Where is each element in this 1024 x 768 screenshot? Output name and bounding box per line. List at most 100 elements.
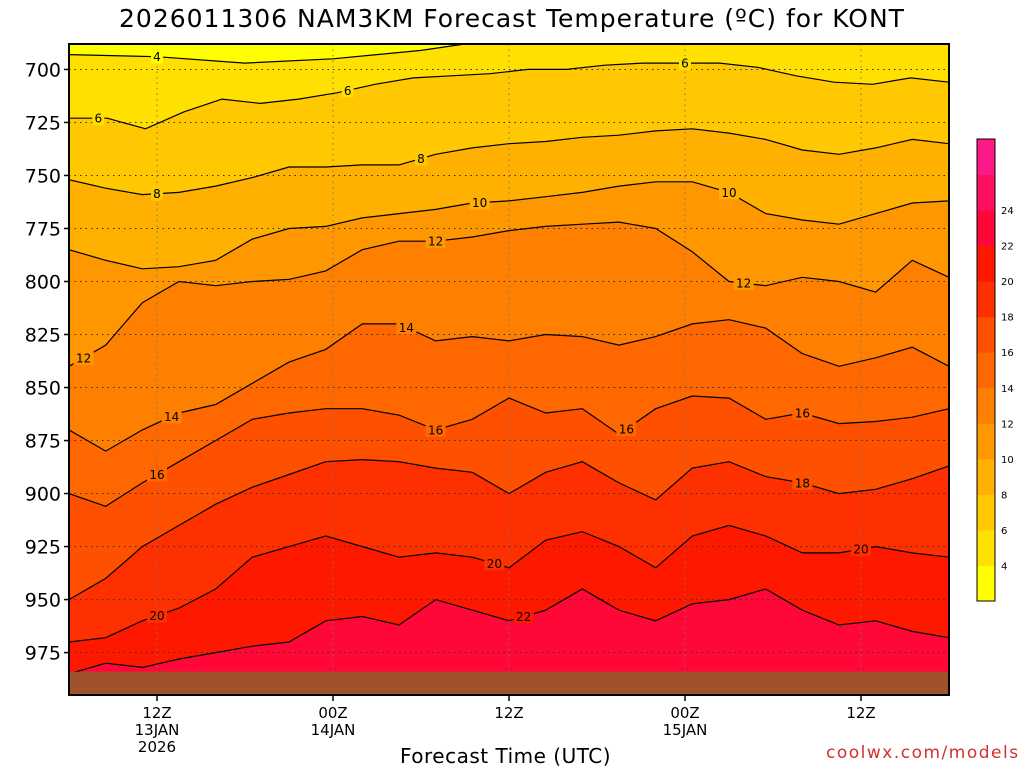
- colorbar-frame: [976, 138, 996, 602]
- contour-label-16: 16: [619, 423, 634, 437]
- colorbar-label: 6: [1001, 526, 1007, 537]
- y-tick-label: 875: [25, 431, 61, 453]
- contour-label-bg: [792, 475, 813, 490]
- ground-surface: [69, 671, 949, 695]
- colorbar-swatch: [977, 174, 995, 211]
- contour-label-bg: [851, 542, 871, 557]
- colorbar-label: 10: [1001, 455, 1014, 466]
- contour-label-bg: [415, 151, 427, 166]
- contour-label-20: 20: [149, 609, 164, 623]
- colorbar-label: 20: [1001, 277, 1014, 288]
- contour-label-bg: [161, 409, 182, 424]
- contour-label-bg: [733, 276, 754, 291]
- x-tick-label: 00Z: [670, 704, 699, 722]
- chart-title: 2026011306 NAM3KM Forecast Temperature (…: [119, 4, 905, 33]
- contour-label-bg: [147, 467, 167, 482]
- contour-label-6: 6: [681, 57, 689, 71]
- colorbar-label: 4: [1001, 561, 1007, 572]
- colorbar-swatch: [977, 210, 995, 247]
- x-tick-label: 00Z: [318, 704, 347, 722]
- x-tick-label: 12Z: [142, 704, 171, 722]
- contour-label-6: 6: [95, 112, 103, 126]
- contour-label-16: 16: [795, 406, 810, 420]
- contour-label-12: 12: [428, 235, 443, 249]
- contour-label-16: 16: [428, 423, 443, 437]
- contour-8: [69, 128, 949, 196]
- contour-14: [69, 319, 949, 452]
- contour-label-bg: [151, 186, 163, 201]
- contour-label-12: 12: [736, 277, 751, 291]
- contour-label-14: 14: [164, 410, 179, 424]
- contour-label-bg: [92, 111, 105, 126]
- y-tick-label: 925: [25, 537, 61, 559]
- band-above-22: [69, 589, 949, 695]
- contour-label-12: 12: [76, 351, 91, 365]
- y-tick-label: 950: [25, 590, 61, 612]
- contour-label-bg: [679, 56, 691, 71]
- colorbar-label: 16: [1001, 348, 1014, 359]
- colorbar-swatch: [977, 316, 995, 353]
- contour-lines: [69, 44, 949, 675]
- contour-label-bg: [469, 195, 490, 210]
- contour-label-bg: [513, 609, 534, 624]
- contour-label-10: 10: [721, 186, 736, 200]
- colorbar-swatch: [977, 281, 995, 318]
- colorbar-label: 8: [1001, 490, 1007, 501]
- contour-label-20: 20: [853, 543, 868, 557]
- x-tick-label: 2026: [138, 738, 176, 756]
- source-credit: coolwx.com/models: [826, 743, 1020, 763]
- contour-20: [69, 524, 949, 643]
- contour-4: [69, 44, 470, 64]
- contour-label-10: 10: [472, 196, 487, 210]
- x-tick-label: 13JAN: [135, 721, 180, 739]
- colorbar-swatch: [977, 565, 995, 602]
- x-tick-label: 14JAN: [311, 721, 356, 739]
- contour-label-16: 16: [149, 468, 164, 482]
- y-tick-label: 775: [25, 218, 61, 240]
- contour-label-bg: [425, 422, 446, 437]
- y-tick-label: 900: [25, 484, 61, 506]
- contour-12: [69, 221, 949, 367]
- colorbar-swatch: [977, 458, 995, 495]
- contour-label-bg: [484, 556, 505, 571]
- contour-label-bg: [616, 422, 637, 437]
- y-tick-label: 825: [25, 325, 61, 347]
- colorbar-swatch: [977, 423, 995, 460]
- y-tick-label: 850: [25, 378, 61, 400]
- contour-6: [69, 62, 949, 130]
- y-tick-label: 800: [25, 271, 61, 293]
- contour-label-bg: [73, 350, 94, 365]
- contour-label-8: 8: [417, 152, 425, 166]
- contour-labels: 4 6 6 6 8 8 10 10 12 12 12 14 14 16 16 16 16 18 20 20 20 22: [73, 49, 871, 624]
- contour-label-bg: [719, 185, 739, 200]
- y-tick-label: 975: [25, 643, 61, 665]
- contour-22: [69, 588, 949, 675]
- x-tick-label: 12Z: [846, 704, 875, 722]
- contour-label-bg: [792, 405, 813, 420]
- contour-label-bg: [396, 320, 417, 335]
- contour-label-6: 6: [344, 84, 352, 98]
- contour-label-18: 18: [795, 476, 810, 490]
- y-tick-label: 725: [25, 112, 61, 134]
- colorbar-label: 14: [1001, 384, 1014, 395]
- colorbar-swatch: [977, 387, 995, 424]
- ground-strip: [69, 671, 949, 695]
- contour-label-8: 8: [153, 187, 161, 201]
- colorbar-label: 22: [1001, 242, 1014, 253]
- x-tick-label: 15JAN: [663, 721, 708, 739]
- pressure-axis: 700 725 750 775 800 825 850 875 900 925 950 975: [25, 59, 69, 665]
- contour-label-bg: [147, 608, 167, 623]
- contour-label-14: 14: [399, 321, 414, 335]
- y-tick-label: 700: [25, 59, 61, 81]
- colorbar-label: 12: [1001, 419, 1014, 430]
- colorbar-swatch: [977, 529, 995, 566]
- contour-label-22: 22: [516, 610, 531, 624]
- colorbar-swatch: [977, 352, 995, 389]
- contour-10: [69, 181, 949, 270]
- x-tick-label: 12Z: [494, 704, 523, 722]
- colorbar-label: 24: [1001, 206, 1014, 217]
- colorbar-swatch: [977, 139, 995, 176]
- colorbar-swatch: [977, 494, 995, 531]
